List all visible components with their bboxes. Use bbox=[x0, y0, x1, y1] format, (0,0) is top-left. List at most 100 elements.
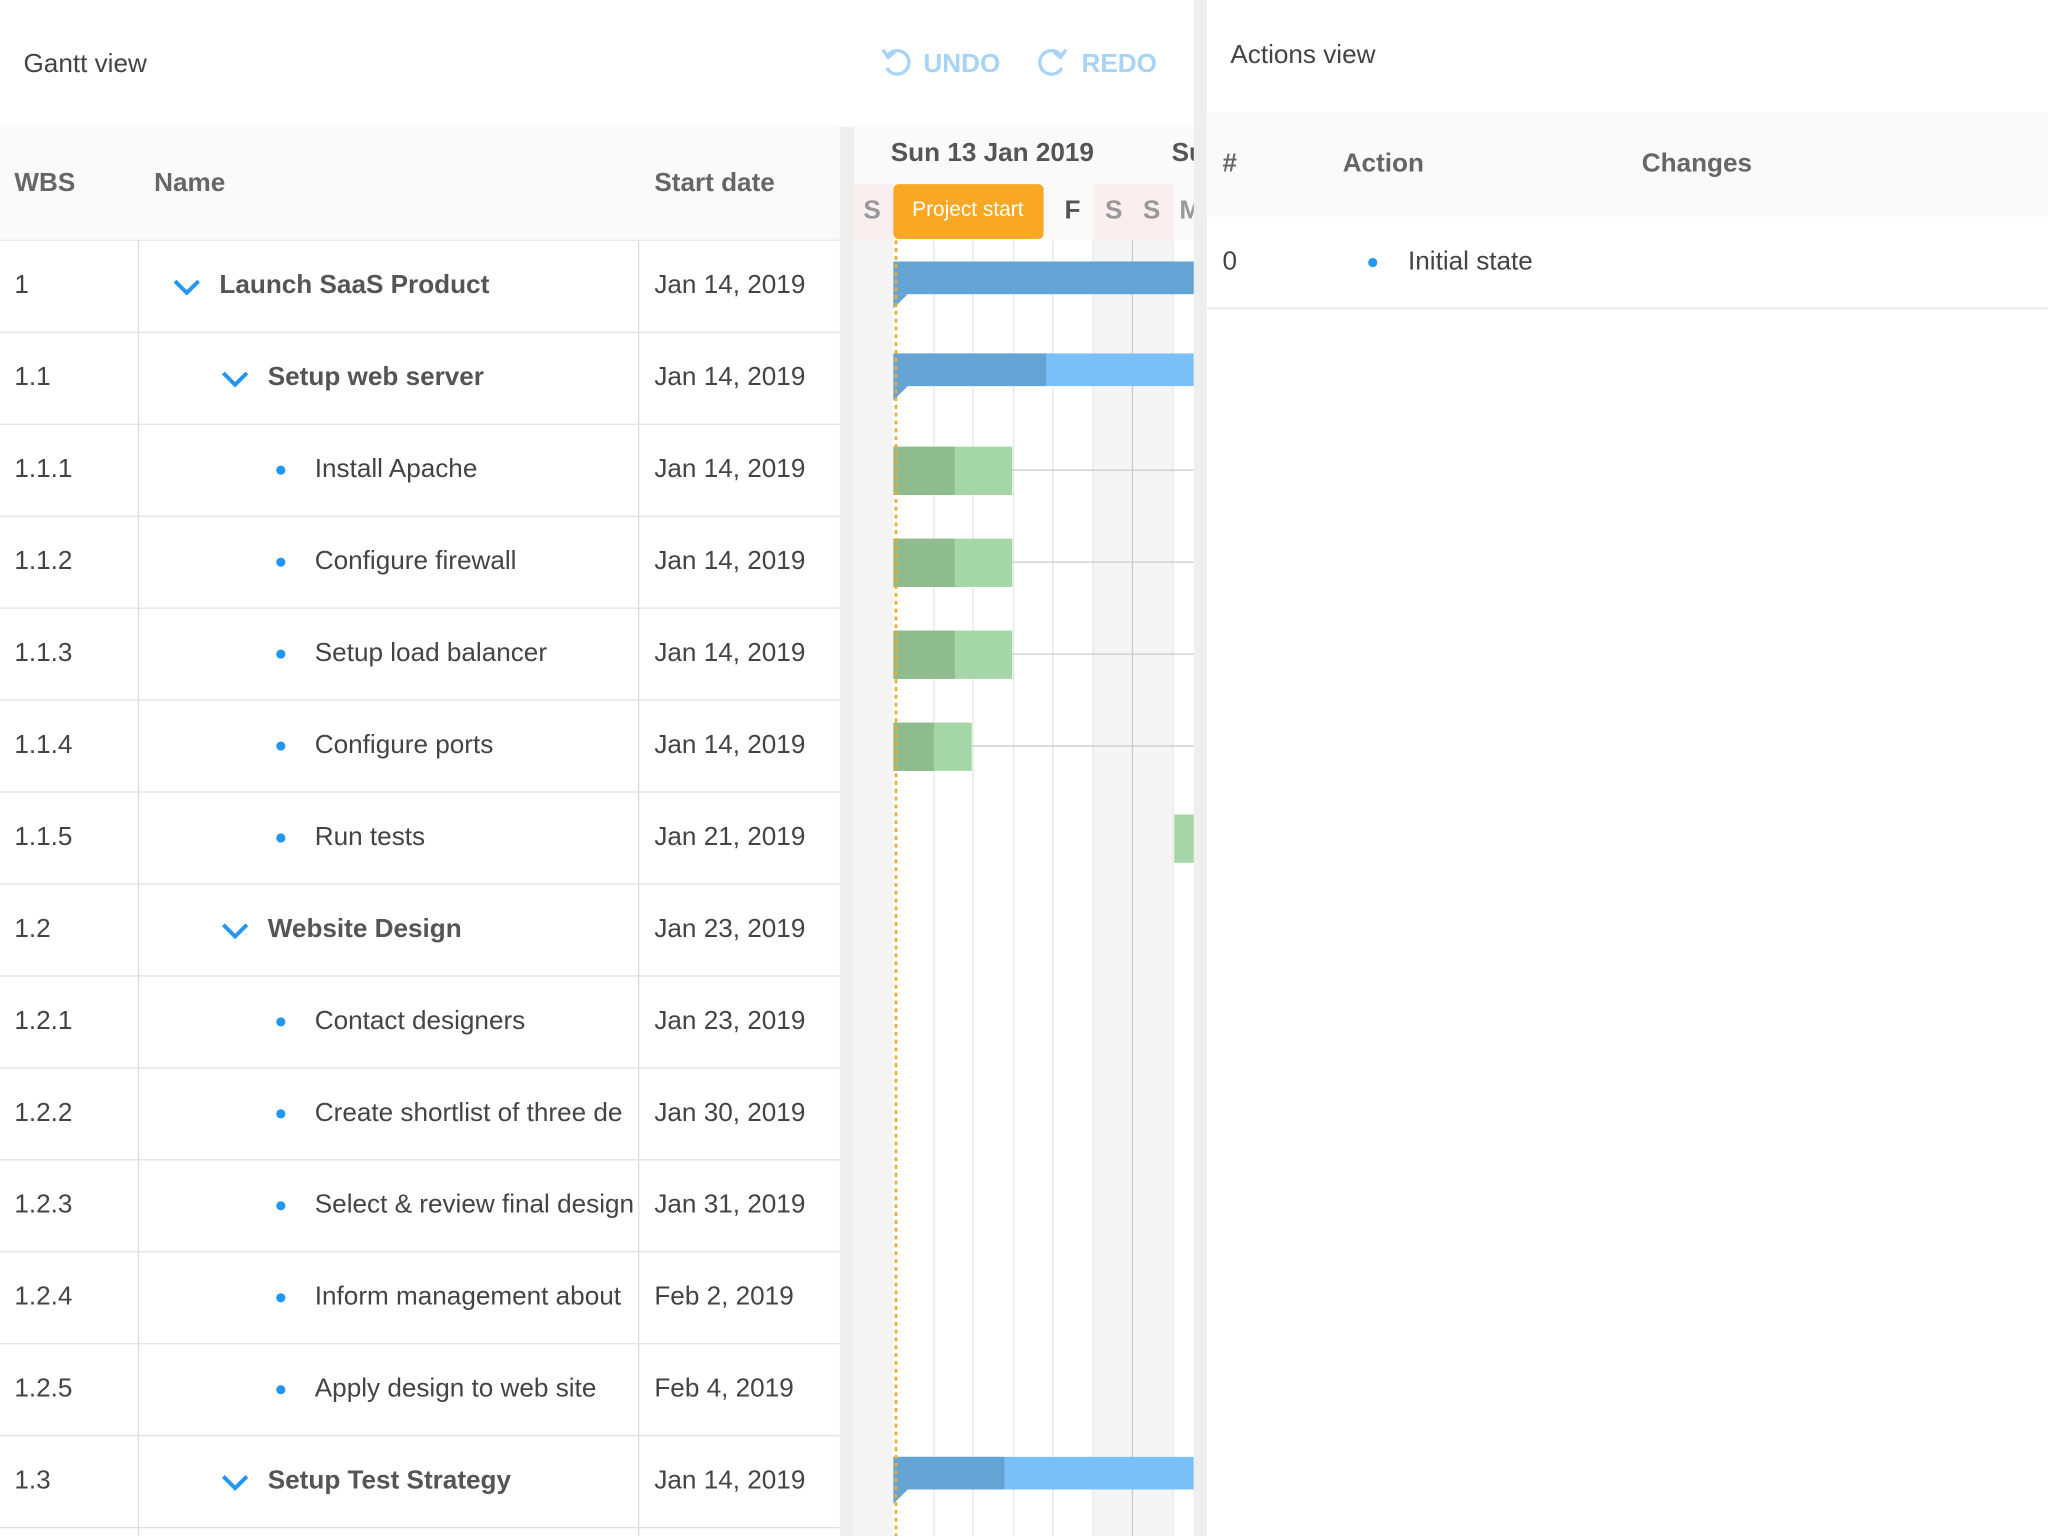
column-header[interactable]: Action bbox=[1343, 147, 1424, 177]
expand-toggle[interactable] bbox=[221, 1475, 249, 1491]
task-name[interactable]: Configure firewall bbox=[315, 545, 517, 575]
splitter[interactable] bbox=[1193, 0, 1207, 1536]
wbs-cell: 1.1.5 bbox=[14, 821, 72, 851]
timeline-bg bbox=[854, 184, 1173, 1536]
wbs-cell: 1 bbox=[14, 269, 29, 299]
expand-toggle[interactable] bbox=[221, 923, 249, 940]
leaf-dot bbox=[276, 1201, 286, 1211]
start-date: Jan 14, 2019 bbox=[654, 729, 805, 759]
project-start-marker bbox=[893, 184, 1044, 240]
wbs-cell: 1.2.1 bbox=[14, 1005, 72, 1035]
task-name[interactable]: Configure ports bbox=[315, 729, 494, 759]
column-header[interactable]: WBS bbox=[14, 167, 75, 197]
start-date: Jan 14, 2019 bbox=[654, 361, 805, 391]
task-name[interactable]: Select & review final design bbox=[315, 1189, 634, 1219]
start-date: Jan 14, 2019 bbox=[654, 637, 805, 667]
leaf-dot bbox=[276, 833, 286, 843]
leaf-dot bbox=[276, 1017, 286, 1027]
column-header[interactable]: Changes bbox=[1642, 147, 1752, 177]
task-progress bbox=[893, 630, 955, 679]
wbs-cell: 1.3 bbox=[14, 1465, 50, 1495]
task-name[interactable]: Setup load balancer bbox=[315, 637, 548, 667]
weekend-column bbox=[1093, 240, 1173, 1536]
start-date: Jan 31, 2019 bbox=[654, 1189, 805, 1219]
start-date: Jan 14, 2019 bbox=[654, 269, 805, 299]
wbs-cell: 1.2.4 bbox=[14, 1281, 72, 1311]
timeline-header: Sun 13 Jan 2019 bbox=[891, 137, 1094, 167]
weekend-header bbox=[1093, 184, 1173, 241]
start-date: Jan 23, 2019 bbox=[654, 913, 805, 943]
task-progress bbox=[893, 446, 955, 496]
task-name[interactable]: Create shortlist of three de bbox=[315, 1097, 623, 1127]
start-date: Jan 23, 2019 bbox=[654, 1005, 805, 1035]
wbs-cell: 1.2 bbox=[14, 913, 50, 943]
day-label: S bbox=[1143, 194, 1160, 224]
task-name[interactable]: Apply design to web site bbox=[315, 1373, 597, 1403]
redo-label[interactable]: REDO bbox=[1081, 48, 1156, 78]
start-date: Jan 14, 2019 bbox=[654, 453, 805, 483]
leaf-dot bbox=[276, 1109, 286, 1119]
name-column: Launch SaaS Product Setup web server Insta… bbox=[173, 269, 634, 1495]
wbs-cell: 1.2.2 bbox=[14, 1097, 72, 1127]
column-header[interactable]: # bbox=[1223, 147, 1238, 177]
start-date: Feb 2, 2019 bbox=[654, 1281, 793, 1311]
wbs-cell: 1.2.3 bbox=[14, 1189, 72, 1219]
task-name[interactable]: Contact designers bbox=[315, 1005, 525, 1035]
column-header[interactable]: Name bbox=[154, 167, 225, 197]
undo-button[interactable]: UNDO bbox=[881, 48, 1000, 78]
wbs-cell: 1.1.2 bbox=[14, 545, 72, 575]
task-name[interactable]: Setup Test Strategy bbox=[268, 1465, 512, 1495]
leaf-dot bbox=[276, 1293, 286, 1303]
project-start-label: Project start bbox=[912, 198, 1024, 221]
day-label: S bbox=[1105, 194, 1122, 224]
grid-lines bbox=[0, 239, 1174, 1536]
timeline-header: Su bbox=[1172, 137, 1205, 167]
bar-tip bbox=[893, 1489, 908, 1504]
task-name[interactable]: Inform management about bbox=[315, 1281, 622, 1311]
wbs-cell: 1.2.5 bbox=[14, 1373, 72, 1403]
task-progress bbox=[893, 538, 955, 587]
start-date: Jan 30, 2019 bbox=[654, 1097, 805, 1127]
leaf-dot bbox=[276, 465, 286, 475]
task-progress bbox=[893, 722, 934, 771]
start-date: Jan 21, 2019 bbox=[654, 821, 805, 851]
task-name[interactable]: Install Apache bbox=[315, 453, 478, 483]
day-label: F bbox=[1064, 194, 1080, 224]
task-name[interactable]: Website Design bbox=[268, 913, 462, 943]
leaf-dot bbox=[276, 1385, 286, 1395]
leaf-dot bbox=[276, 741, 286, 751]
action-dot bbox=[1368, 257, 1378, 268]
weekend-column bbox=[854, 240, 894, 1536]
panel-title: Actions view bbox=[1230, 39, 1375, 69]
redo-button[interactable]: REDO bbox=[1038, 48, 1157, 78]
splitter[interactable] bbox=[839, 126, 855, 1536]
leaf-dot bbox=[276, 649, 286, 659]
start-date: Jan 14, 2019 bbox=[654, 545, 805, 575]
start-date: Jan 14, 2019 bbox=[654, 1465, 805, 1495]
timeline-body bbox=[893, 261, 1194, 1504]
expand-toggle[interactable] bbox=[221, 371, 249, 388]
task-name[interactable]: Setup web server bbox=[268, 361, 484, 391]
wbs-cell: 1.1.1 bbox=[14, 453, 72, 483]
wbs-cell: 1.1.3 bbox=[14, 637, 72, 667]
task-progress bbox=[893, 1456, 1005, 1490]
expand-toggle[interactable] bbox=[173, 279, 200, 296]
task-name[interactable]: Run tests bbox=[315, 821, 425, 851]
action-index: 0 bbox=[1223, 245, 1238, 275]
undo-label[interactable]: UNDO bbox=[923, 48, 1000, 78]
actions-header bbox=[1206, 112, 2048, 217]
leaf-dot bbox=[276, 557, 286, 567]
task-bar bbox=[1174, 814, 1194, 863]
task-progress bbox=[893, 261, 1194, 295]
wbs-cell: 1.1 bbox=[14, 361, 50, 391]
action-name[interactable]: Initial state bbox=[1408, 245, 1533, 275]
panel-title: Gantt view bbox=[24, 48, 147, 78]
task-progress bbox=[893, 353, 1047, 387]
wbs-cell: 1.1.4 bbox=[14, 729, 72, 759]
day-label: M bbox=[1179, 194, 1201, 224]
column-header[interactable]: Start date bbox=[654, 167, 774, 197]
weekend-header bbox=[854, 184, 894, 241]
task-name[interactable]: Launch SaaS Product bbox=[219, 269, 489, 299]
